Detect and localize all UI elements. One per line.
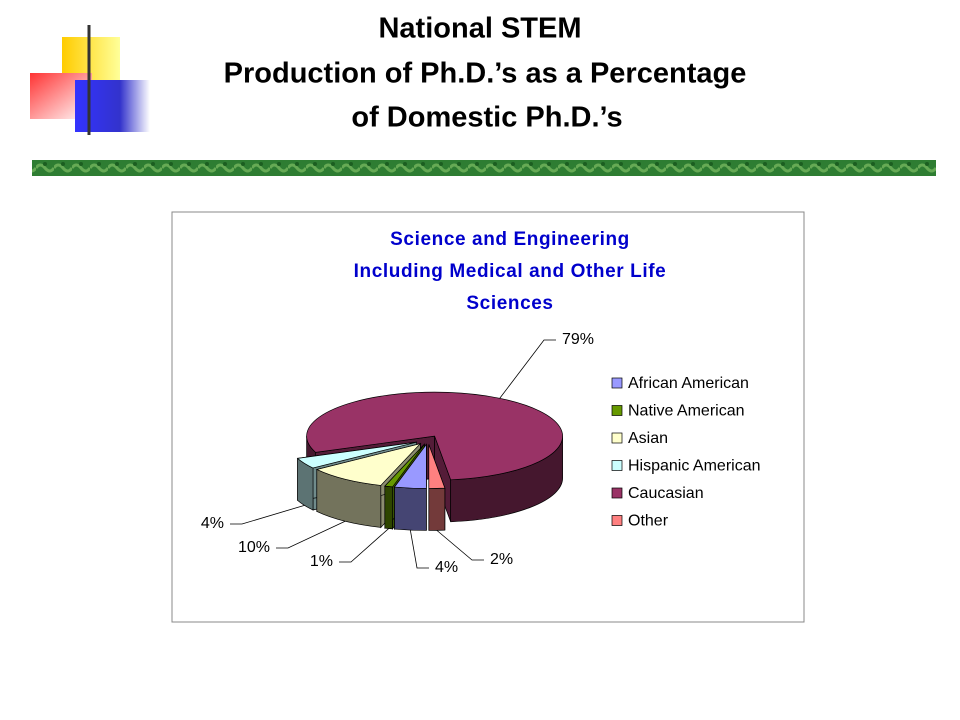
- legend-label: Other: [628, 513, 669, 530]
- slice-side: [394, 486, 427, 531]
- legend-label: Hispanic American: [628, 458, 761, 475]
- slide-title: Production of Ph.D.’s as a Percentage: [224, 58, 747, 90]
- slice: [428, 444, 446, 489]
- pie: 4% 1% 10% 4% 79% 2%: [201, 331, 594, 576]
- legend: African American Native American Asian Hisp…: [611, 375, 761, 530]
- legend-swatch: [611, 377, 623, 389]
- slide-title: of Domestic Ph.D.’s: [351, 102, 622, 134]
- slice: [296, 441, 417, 469]
- legend-swatch: [611, 432, 623, 444]
- legend-label: African American: [628, 375, 749, 392]
- legend-swatch: [611, 487, 623, 499]
- value-label: 4%: [201, 515, 224, 532]
- value-label: 4%: [435, 559, 458, 576]
- legend-label: Native American: [628, 403, 745, 420]
- decoration: [30, 25, 936, 176]
- slice: [393, 443, 427, 489]
- chart-title: Sciences: [466, 293, 553, 314]
- leader-line: [499, 339, 556, 399]
- slide-title: National STEM: [378, 13, 581, 45]
- slice: [315, 442, 422, 486]
- slice-side: [384, 485, 393, 530]
- chart-title: Science and Engineering: [390, 229, 630, 250]
- slice: [384, 444, 425, 488]
- slice-side: [428, 487, 446, 531]
- legend-swatch: [611, 405, 623, 416]
- leader-line: [230, 504, 305, 525]
- value-label: 10%: [238, 539, 270, 556]
- value-label: 2%: [490, 551, 513, 568]
- legend-label: Asian: [628, 430, 668, 447]
- chart-title: Including Medical and Other Life: [354, 261, 667, 282]
- legend-swatch: [611, 515, 623, 526]
- leader-line: [409, 530, 429, 569]
- value-label: 79%: [562, 331, 594, 348]
- leader-line: [276, 520, 346, 549]
- leader-line: [436, 530, 484, 561]
- legend-swatch: [611, 460, 623, 471]
- value-label: 1%: [310, 553, 333, 570]
- leader-line: [339, 528, 389, 563]
- legend-label: Caucasian: [628, 485, 704, 502]
